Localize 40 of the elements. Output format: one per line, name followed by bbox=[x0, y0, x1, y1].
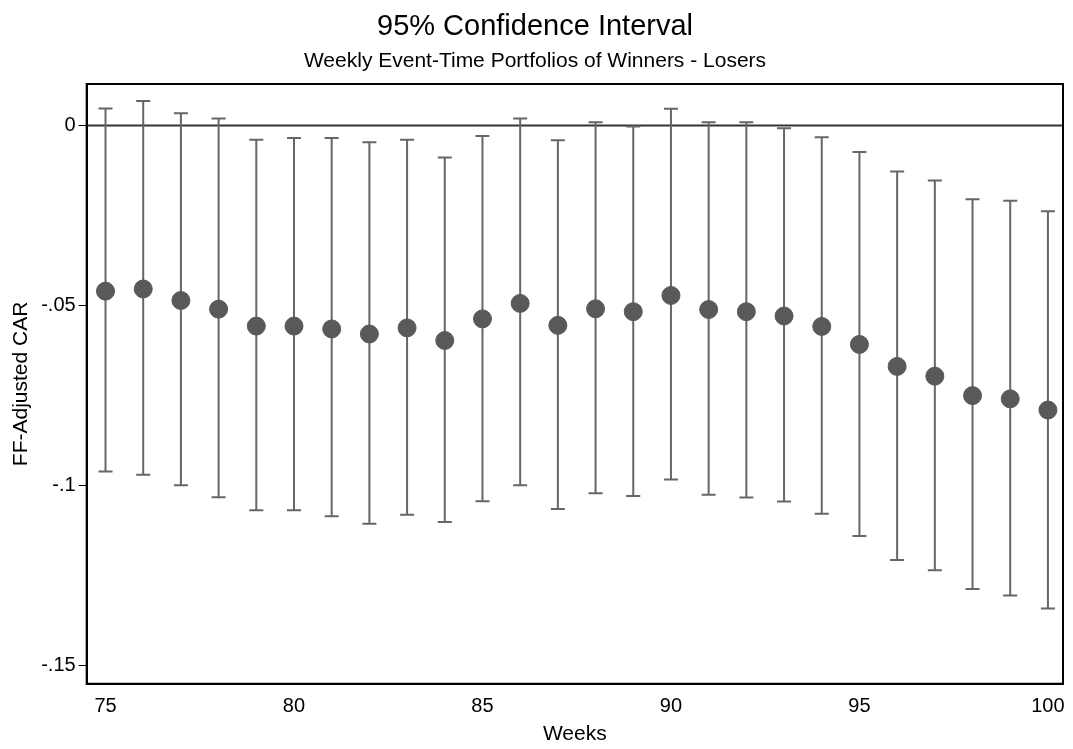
x-tick-label: 100 bbox=[1031, 694, 1065, 717]
point bbox=[171, 291, 191, 310]
point bbox=[925, 366, 945, 386]
x-tick-label: 85 bbox=[471, 694, 494, 717]
point bbox=[849, 334, 869, 354]
y-tick-label: -.15 bbox=[41, 653, 76, 676]
point bbox=[623, 302, 643, 322]
point bbox=[96, 281, 116, 301]
y-tick-label: -.05 bbox=[41, 293, 76, 316]
point bbox=[510, 293, 530, 313]
point bbox=[661, 285, 681, 305]
point bbox=[359, 324, 379, 344]
point bbox=[736, 302, 756, 322]
point bbox=[322, 319, 342, 339]
x-tick-label: 75 bbox=[94, 694, 117, 717]
point bbox=[435, 330, 455, 350]
x-tick-label: 90 bbox=[659, 694, 683, 717]
point bbox=[812, 316, 832, 336]
y-tick-label: 0 bbox=[64, 112, 76, 135]
point bbox=[284, 316, 304, 336]
point bbox=[699, 300, 719, 320]
y-axis-title: FF-Adjusted CAR bbox=[8, 301, 32, 467]
point bbox=[1000, 389, 1020, 409]
point bbox=[133, 279, 153, 299]
point bbox=[472, 309, 492, 329]
point bbox=[548, 315, 568, 335]
point bbox=[246, 316, 266, 336]
point bbox=[963, 386, 983, 406]
point bbox=[397, 318, 417, 338]
point bbox=[1038, 400, 1058, 420]
x-tick-label: 95 bbox=[848, 694, 871, 717]
point bbox=[586, 299, 606, 319]
point bbox=[774, 306, 794, 326]
chart-subtitle: Weekly Event-Time Portfolios of Winners - Losers bbox=[303, 48, 767, 72]
x-axis-title: Weeks bbox=[542, 721, 607, 745]
y-tick-label: -.1 bbox=[52, 473, 76, 496]
x-tick-label: 80 bbox=[282, 694, 306, 717]
point bbox=[887, 356, 907, 376]
point bbox=[209, 299, 229, 319]
chart-title: 95% Confidence Interval bbox=[377, 9, 693, 42]
